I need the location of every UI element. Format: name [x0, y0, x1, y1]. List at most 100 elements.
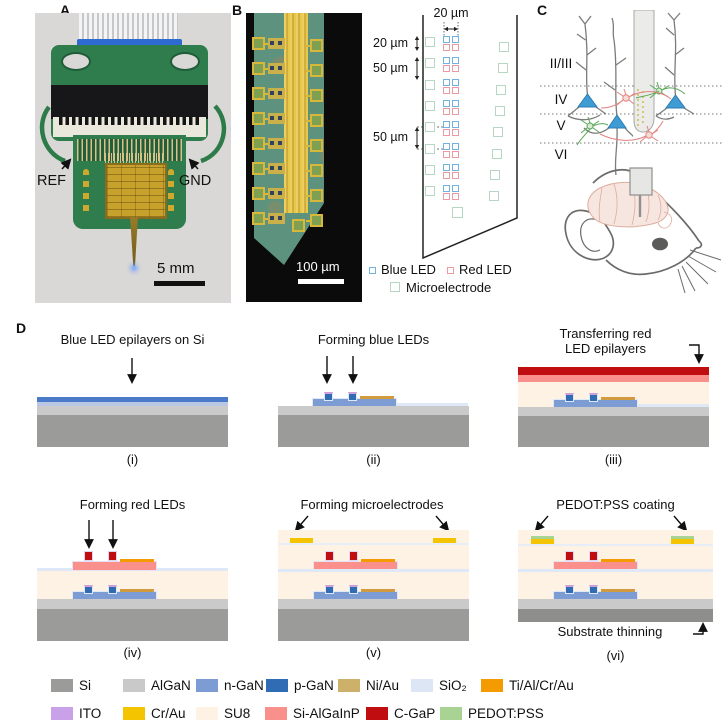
algan-layer-vi: [518, 599, 713, 609]
legend-chip-ito: [51, 707, 73, 720]
red-led-legend-swatch: [447, 267, 454, 274]
red-led-square: [443, 171, 450, 179]
micro-led-dot: [278, 191, 282, 195]
blue-led-mesa-v: [313, 585, 398, 600]
red-led-square: [443, 129, 450, 137]
scalebar-a: [154, 281, 205, 286]
red-led-square: [443, 193, 450, 201]
micro-trace: [263, 143, 268, 145]
red-led-square: [452, 129, 459, 137]
red-led-mesa-iv: [72, 551, 157, 571]
step4-number: (iv): [123, 645, 142, 660]
blue-led-square: [452, 57, 459, 65]
blue-led-square: [452, 163, 459, 171]
blue-led-mesa-iii: [553, 393, 638, 408]
step2-title: Forming blue LEDs: [317, 332, 430, 347]
gnd-arrow: [188, 158, 200, 170]
legend-chip-tialcrau: [481, 679, 503, 692]
dim-left-20um: 20 µm: [373, 36, 408, 50]
sio2-line-iii: [636, 404, 709, 407]
legend-chip-niau: [338, 679, 360, 692]
step6-title: PEDOT:PSS coating: [556, 497, 675, 512]
red-led-square: [443, 65, 450, 73]
blue-led-square: [443, 163, 450, 171]
pgan-epilayer: [37, 397, 228, 402]
micro-pad: [310, 114, 323, 127]
micro-led-dot: [270, 216, 274, 220]
legend-label-niau: Ni/Au: [366, 678, 400, 693]
algan-layer-iv: [37, 599, 228, 609]
gnd-label: GND: [179, 173, 212, 189]
si-substrate-i: [37, 415, 228, 447]
legend-chip-si: [51, 679, 73, 692]
micro-trace: [263, 168, 268, 170]
pcb-hole-right: [170, 52, 200, 71]
step5-title: Forming microelectrodes: [300, 497, 444, 512]
step2-arrow-1: [322, 356, 332, 384]
micro-led-group: [268, 138, 285, 149]
cgap-bump: [325, 551, 334, 561]
cgap-film: [518, 367, 709, 375]
micro-trace: [306, 195, 310, 197]
legend-label-crau: Cr/Au: [151, 706, 186, 721]
sio2-line-vi: [518, 569, 713, 572]
step6-arrow-left: [534, 515, 549, 532]
blue-led-mesa-vi: [553, 585, 638, 600]
gold-trace-bus: [284, 13, 308, 213]
niau-contact: [360, 396, 394, 399]
ngan-epilayer: [37, 402, 228, 406]
legend-label-ito: ITO: [79, 706, 102, 721]
substrate-thinning-arrow: [693, 622, 708, 635]
pgan-bump: [349, 585, 358, 594]
legend-label-cgap: C-GaP: [394, 706, 436, 721]
layer-label-6: VI: [554, 147, 568, 162]
microelectrode-square: [425, 79, 435, 90]
microelectrode-square: [425, 100, 435, 111]
pgan-bump: [589, 393, 598, 402]
legend-label-ngan: n-GaN: [224, 678, 264, 693]
pedot-coating-left: [531, 536, 554, 539]
cgap-bump: [84, 551, 93, 561]
red-led-square: [443, 107, 450, 115]
step6-arrow-right: [673, 515, 688, 532]
si-substrate-iii: [518, 416, 709, 447]
ffc-connector: [51, 85, 208, 119]
red-led-mesa-v: [313, 551, 398, 571]
legend-label-su8: SU8: [224, 706, 251, 721]
blue-led-square: [452, 142, 459, 150]
pgan-bump: [324, 392, 333, 401]
blue-led-square: [452, 121, 459, 129]
microelectrode-square: [425, 122, 435, 133]
micro-led-dot: [278, 116, 282, 120]
sio2-line-ii: [395, 403, 468, 406]
crau-pad-left-v: [290, 538, 313, 543]
blue-led-mesa-iv: [72, 585, 157, 600]
legend-chip-sialgainp: [265, 707, 287, 720]
micro-led-dot: [270, 41, 274, 45]
red-led-square: [452, 150, 459, 158]
wirebond-area: [105, 153, 163, 163]
tialcrau-contact: [120, 559, 154, 562]
pgan-bump: [84, 585, 93, 594]
micro-pad: [310, 39, 323, 52]
micro-pad: [310, 89, 323, 102]
blue-led-square: [443, 185, 450, 193]
probe-needle: [130, 217, 138, 269]
panel-a-label: A: [60, 2, 71, 18]
microelectrode-square: [425, 186, 435, 197]
connector-teeth: [59, 117, 200, 125]
ribbon-cable: [79, 13, 178, 41]
legend-label-si: Si: [79, 678, 92, 693]
panel-b-label: B: [232, 2, 243, 18]
blue-led-square: [443, 142, 450, 150]
legend-label-pgan: p-GaN: [294, 678, 334, 693]
ref-label: REF: [37, 173, 66, 189]
red-led-square: [443, 86, 450, 94]
red-led-mesa-vi: [553, 551, 638, 571]
si-substrate-ii: [278, 415, 469, 447]
blue-led-square: [443, 121, 450, 129]
microelectrode-square: [499, 42, 509, 52]
blue-led-square: [452, 78, 459, 86]
crau-pad-right-vi: [671, 539, 694, 544]
